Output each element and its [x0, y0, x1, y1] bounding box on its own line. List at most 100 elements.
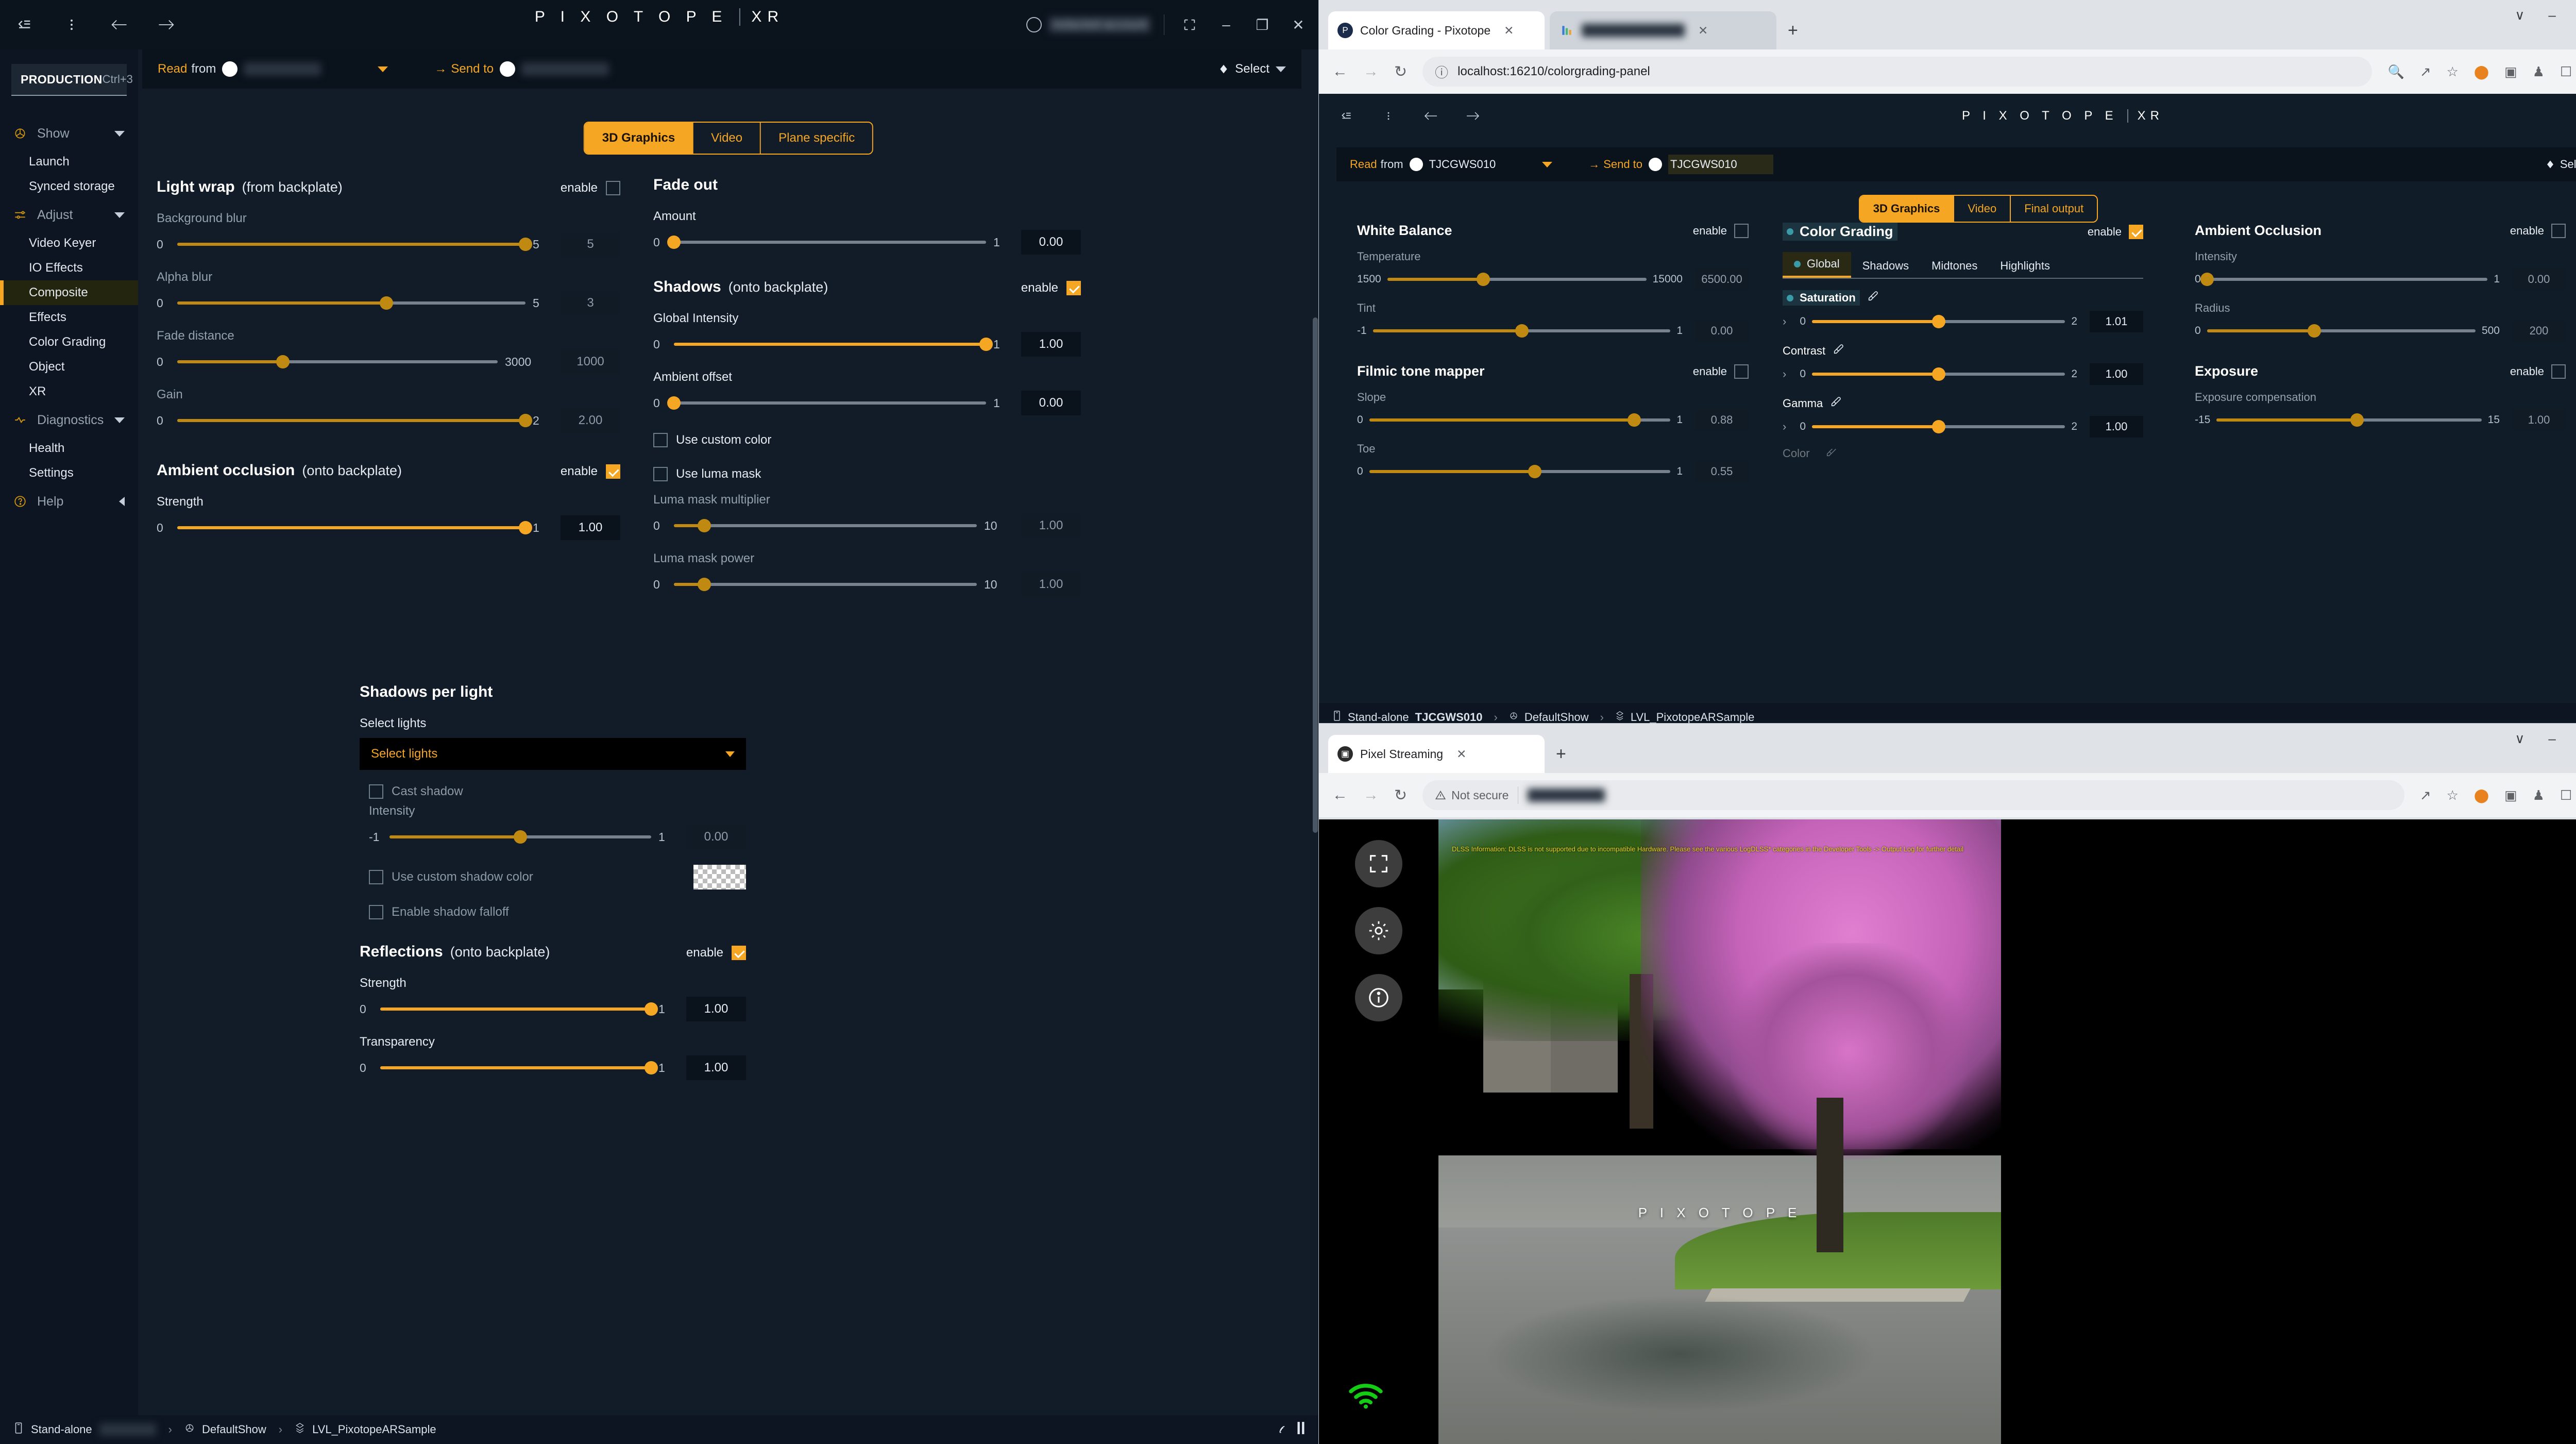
- use-custom-color-checkbox[interactable]: [653, 433, 668, 447]
- select-button[interactable]: Select: [1218, 62, 1286, 76]
- minimize-button[interactable]: –: [1222, 16, 1230, 32]
- eyedropper-icon[interactable]: [1833, 344, 1844, 358]
- shadows-enable-checkbox[interactable]: [1066, 281, 1081, 295]
- value-saturation[interactable]: 1.01: [2090, 311, 2143, 332]
- value-ao-strength[interactable]: 1.00: [561, 515, 620, 540]
- value-global-intensity[interactable]: 1.00: [1021, 332, 1081, 357]
- white-balance-enable-checkbox[interactable]: [1734, 223, 1749, 238]
- slider-per-light-intensity[interactable]: [389, 830, 651, 844]
- tab-3d-graphics[interactable]: 3D Graphics: [1859, 196, 1955, 222]
- sidebar-item-xr[interactable]: XR: [29, 384, 46, 398]
- maximize-button[interactable]: ❐: [1256, 16, 1269, 33]
- slider-background-blur[interactable]: [177, 238, 532, 251]
- reload-icon[interactable]: ↻: [1394, 63, 1408, 80]
- value-reflections-strength[interactable]: 1.00: [686, 997, 746, 1021]
- filmic-enable[interactable]: enable: [1693, 364, 1749, 379]
- collapse-sidebar-icon[interactable]: [12, 13, 36, 37]
- value-gamma[interactable]: 1.00: [2090, 416, 2143, 438]
- slider-slope[interactable]: [1369, 413, 1671, 427]
- slider-gamma[interactable]: [1812, 420, 2065, 433]
- extension-screen-icon[interactable]: ▣: [2504, 63, 2517, 79]
- minimize-button[interactable]: –: [2548, 731, 2556, 746]
- sidebar-item-effects[interactable]: Effects: [29, 310, 66, 324]
- overflow-menu-icon[interactable]: [1377, 104, 1400, 128]
- forward-arrow-icon[interactable]: [1461, 104, 1485, 128]
- close-button[interactable]: ✕: [1292, 16, 1304, 33]
- value-contrast[interactable]: 1.00: [2090, 363, 2143, 385]
- tab-search-icon[interactable]: ∨: [2515, 7, 2525, 23]
- slider-fade-distance[interactable]: [177, 355, 498, 368]
- close-icon[interactable]: ✕: [1456, 747, 1467, 761]
- row-use-custom-shadow-color[interactable]: Use custom shadow color: [369, 865, 746, 889]
- eyedropper-icon[interactable]: [1830, 396, 1841, 411]
- row-enable-shadow-falloff[interactable]: Enable shadow falloff: [369, 905, 746, 919]
- row-use-luma-mask[interactable]: Use luma mask: [653, 467, 1081, 481]
- search-icon[interactable]: 🔍: [2387, 63, 2404, 79]
- pause-icon[interactable]: [1296, 1421, 1306, 1438]
- cg-ao-enable[interactable]: enable: [2510, 223, 2566, 238]
- reflections-enable[interactable]: enable: [686, 946, 746, 960]
- value-per-light-intensity[interactable]: 0.00: [686, 825, 746, 849]
- send-to-value[interactable]: TJCGWS010: [1668, 155, 1773, 174]
- slider-temperature[interactable]: [1387, 273, 1647, 286]
- gear-icon[interactable]: [1355, 907, 1402, 954]
- info-icon[interactable]: [1355, 974, 1402, 1021]
- tab-pixel-streaming[interactable]: ▣ Pixel Streaming ✕: [1328, 735, 1545, 773]
- value-fade-distance[interactable]: 1000: [561, 349, 620, 374]
- slider-alpha-blur[interactable]: [177, 296, 526, 310]
- close-icon[interactable]: ✕: [1698, 23, 1708, 37]
- back-arrow-icon[interactable]: ←: [1332, 786, 1348, 803]
- use-custom-shadow-color-checkbox[interactable]: [369, 870, 383, 884]
- sidebar-item-settings[interactable]: Settings: [29, 466, 74, 480]
- sidebar-item-color-grading[interactable]: Color Grading: [29, 335, 106, 349]
- cast-shadow-checkbox[interactable]: [369, 784, 383, 799]
- info-circle-icon[interactable]: ⓘ: [1435, 64, 1449, 80]
- extension-orange-icon[interactable]: ⬤: [2473, 63, 2489, 79]
- tab-video[interactable]: Video: [693, 123, 761, 154]
- cg-ao-enable-checkbox[interactable]: [2551, 223, 2566, 238]
- value-reflections-transparency[interactable]: 1.00: [686, 1055, 746, 1080]
- value-ao-intensity[interactable]: 0.00: [2512, 268, 2566, 290]
- status-show[interactable]: DefaultShow: [201, 1423, 266, 1436]
- value-tint[interactable]: 0.00: [1695, 320, 1749, 342]
- slider-ao-intensity[interactable]: [2200, 273, 2488, 286]
- color-grading-enable[interactable]: enable: [2088, 224, 2143, 239]
- status-level[interactable]: LVL_PixotopeARSample: [312, 1423, 436, 1436]
- slider-ambient-offset[interactable]: [667, 396, 986, 410]
- read-from-chevron-down-icon[interactable]: [1542, 161, 1553, 167]
- sidebar-item-io-effects[interactable]: IO Effects: [29, 261, 83, 275]
- sidebar-item-synced-storage[interactable]: Synced storage: [29, 179, 115, 193]
- exposure-enable-checkbox[interactable]: [2551, 364, 2566, 379]
- subtab-shadows[interactable]: Shadows: [1862, 259, 1909, 272]
- screenshot-icon[interactable]: [1178, 13, 1201, 37]
- forward-arrow-icon[interactable]: [155, 13, 178, 37]
- slider-luma-mask-multiplier[interactable]: [674, 519, 977, 532]
- reload-icon[interactable]: ↻: [1394, 786, 1408, 804]
- expand-chevron-icon[interactable]: ›: [1783, 367, 1787, 380]
- sidebar-group-adjust[interactable]: Adjust: [0, 199, 138, 231]
- star-icon[interactable]: ☆: [2446, 63, 2459, 79]
- subtab-highlights[interactable]: Highlights: [2000, 259, 2050, 272]
- extension-orange-icon[interactable]: ⬤: [2473, 787, 2489, 803]
- value-luma-mask-multiplier[interactable]: 1.00: [1021, 513, 1081, 538]
- ambient-occlusion-enable-checkbox[interactable]: [606, 464, 620, 479]
- extension-screen-icon[interactable]: ▣: [2504, 787, 2517, 803]
- ambient-occlusion-enable[interactable]: enable: [561, 464, 620, 479]
- expand-chevron-icon[interactable]: ›: [1783, 315, 1787, 328]
- value-background-blur[interactable]: 5: [561, 232, 620, 257]
- shadow-color-swatch[interactable]: [693, 865, 746, 889]
- value-ambient-offset[interactable]: 0.00: [1021, 391, 1081, 415]
- sidebar-item-video-keyer[interactable]: Video Keyer: [29, 236, 96, 250]
- extension-person-icon[interactable]: ♟: [2532, 787, 2545, 803]
- slider-tint[interactable]: [1372, 324, 1671, 338]
- value-fade-amount[interactable]: 0.00: [1021, 230, 1081, 255]
- tab-color-grading[interactable]: P Color Grading - Pixotope ✕: [1328, 11, 1545, 49]
- sidebar-item-launch[interactable]: Launch: [29, 155, 70, 169]
- value-slope[interactable]: 0.88: [1695, 409, 1749, 431]
- status-level[interactable]: LVL_PixotopeARSample: [1630, 711, 1755, 724]
- slider-contrast[interactable]: [1812, 367, 2065, 381]
- tab-search-icon[interactable]: ∨: [2515, 731, 2525, 746]
- select-lights-dropdown[interactable]: Select lights: [360, 738, 746, 770]
- tab-final-output[interactable]: Final output: [2024, 202, 2084, 215]
- row-use-custom-color[interactable]: Use custom color: [653, 433, 1081, 447]
